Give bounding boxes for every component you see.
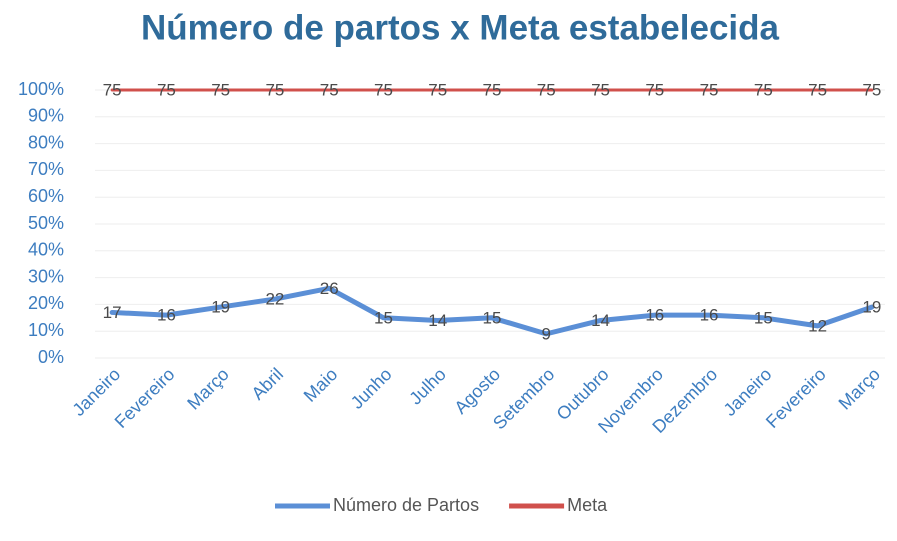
y-tick-label: 100% [18, 79, 64, 99]
chart-title: Número de partos x Meta estabelecida [141, 8, 780, 47]
data-label: 75 [537, 80, 556, 99]
y-tick-label: 0% [38, 347, 64, 367]
x-tick-label: Fevereiro [762, 364, 830, 432]
y-tick-label: 30% [28, 266, 64, 286]
series-line [109, 285, 875, 337]
y-tick-label: 60% [28, 186, 64, 206]
x-tick-label: Maio [300, 364, 342, 406]
data-label: 75 [428, 80, 447, 99]
data-label: 17 [103, 303, 122, 322]
data-label: 75 [265, 80, 284, 99]
data-label: 15 [483, 308, 502, 327]
data-label: 16 [645, 306, 664, 325]
data-label: 16 [700, 306, 719, 325]
data-label: 12 [808, 316, 827, 335]
data-label: 75 [808, 80, 827, 99]
data-label: 15 [374, 308, 393, 327]
y-tick-label: 90% [28, 106, 64, 126]
legend-label: Meta [567, 495, 608, 515]
x-tick-label: Abril [248, 364, 288, 404]
data-label: 75 [754, 80, 773, 99]
data-label: 75 [211, 80, 230, 99]
data-label: 26 [320, 279, 339, 298]
y-tick-label: 10% [28, 320, 64, 340]
x-tick-label: Agosto [450, 364, 504, 418]
y-tick-label: 50% [28, 213, 64, 233]
x-tick-label: Junho [347, 364, 396, 413]
y-tick-label: 70% [28, 159, 64, 179]
data-label: 75 [103, 80, 122, 99]
y-tick-label: 20% [28, 293, 64, 313]
data-label: 75 [700, 80, 719, 99]
y-tick-label: 40% [28, 240, 64, 260]
legend-label: Número de Partos [333, 495, 479, 515]
x-tick-label: Fevereiro [111, 364, 179, 432]
data-label: 75 [374, 80, 393, 99]
data-label: 75 [320, 80, 339, 99]
data-label: 75 [645, 80, 664, 99]
y-tick-label: 80% [28, 132, 64, 152]
x-tick-label: Março [835, 364, 885, 414]
data-label: 75 [591, 80, 610, 99]
data-label: 9 [542, 324, 551, 343]
x-tick-label: Julho [405, 364, 450, 409]
data-label: 75 [862, 80, 881, 99]
x-tick-label: Março [183, 364, 233, 414]
data-label: 16 [157, 306, 176, 325]
data-label: 14 [591, 311, 610, 330]
data-label: 19 [862, 298, 881, 317]
data-label: 75 [157, 80, 176, 99]
data-label: 75 [483, 80, 502, 99]
data-label: 14 [428, 311, 447, 330]
data-label: 19 [211, 298, 230, 317]
data-label: 15 [754, 308, 773, 327]
data-label: 22 [265, 290, 284, 309]
